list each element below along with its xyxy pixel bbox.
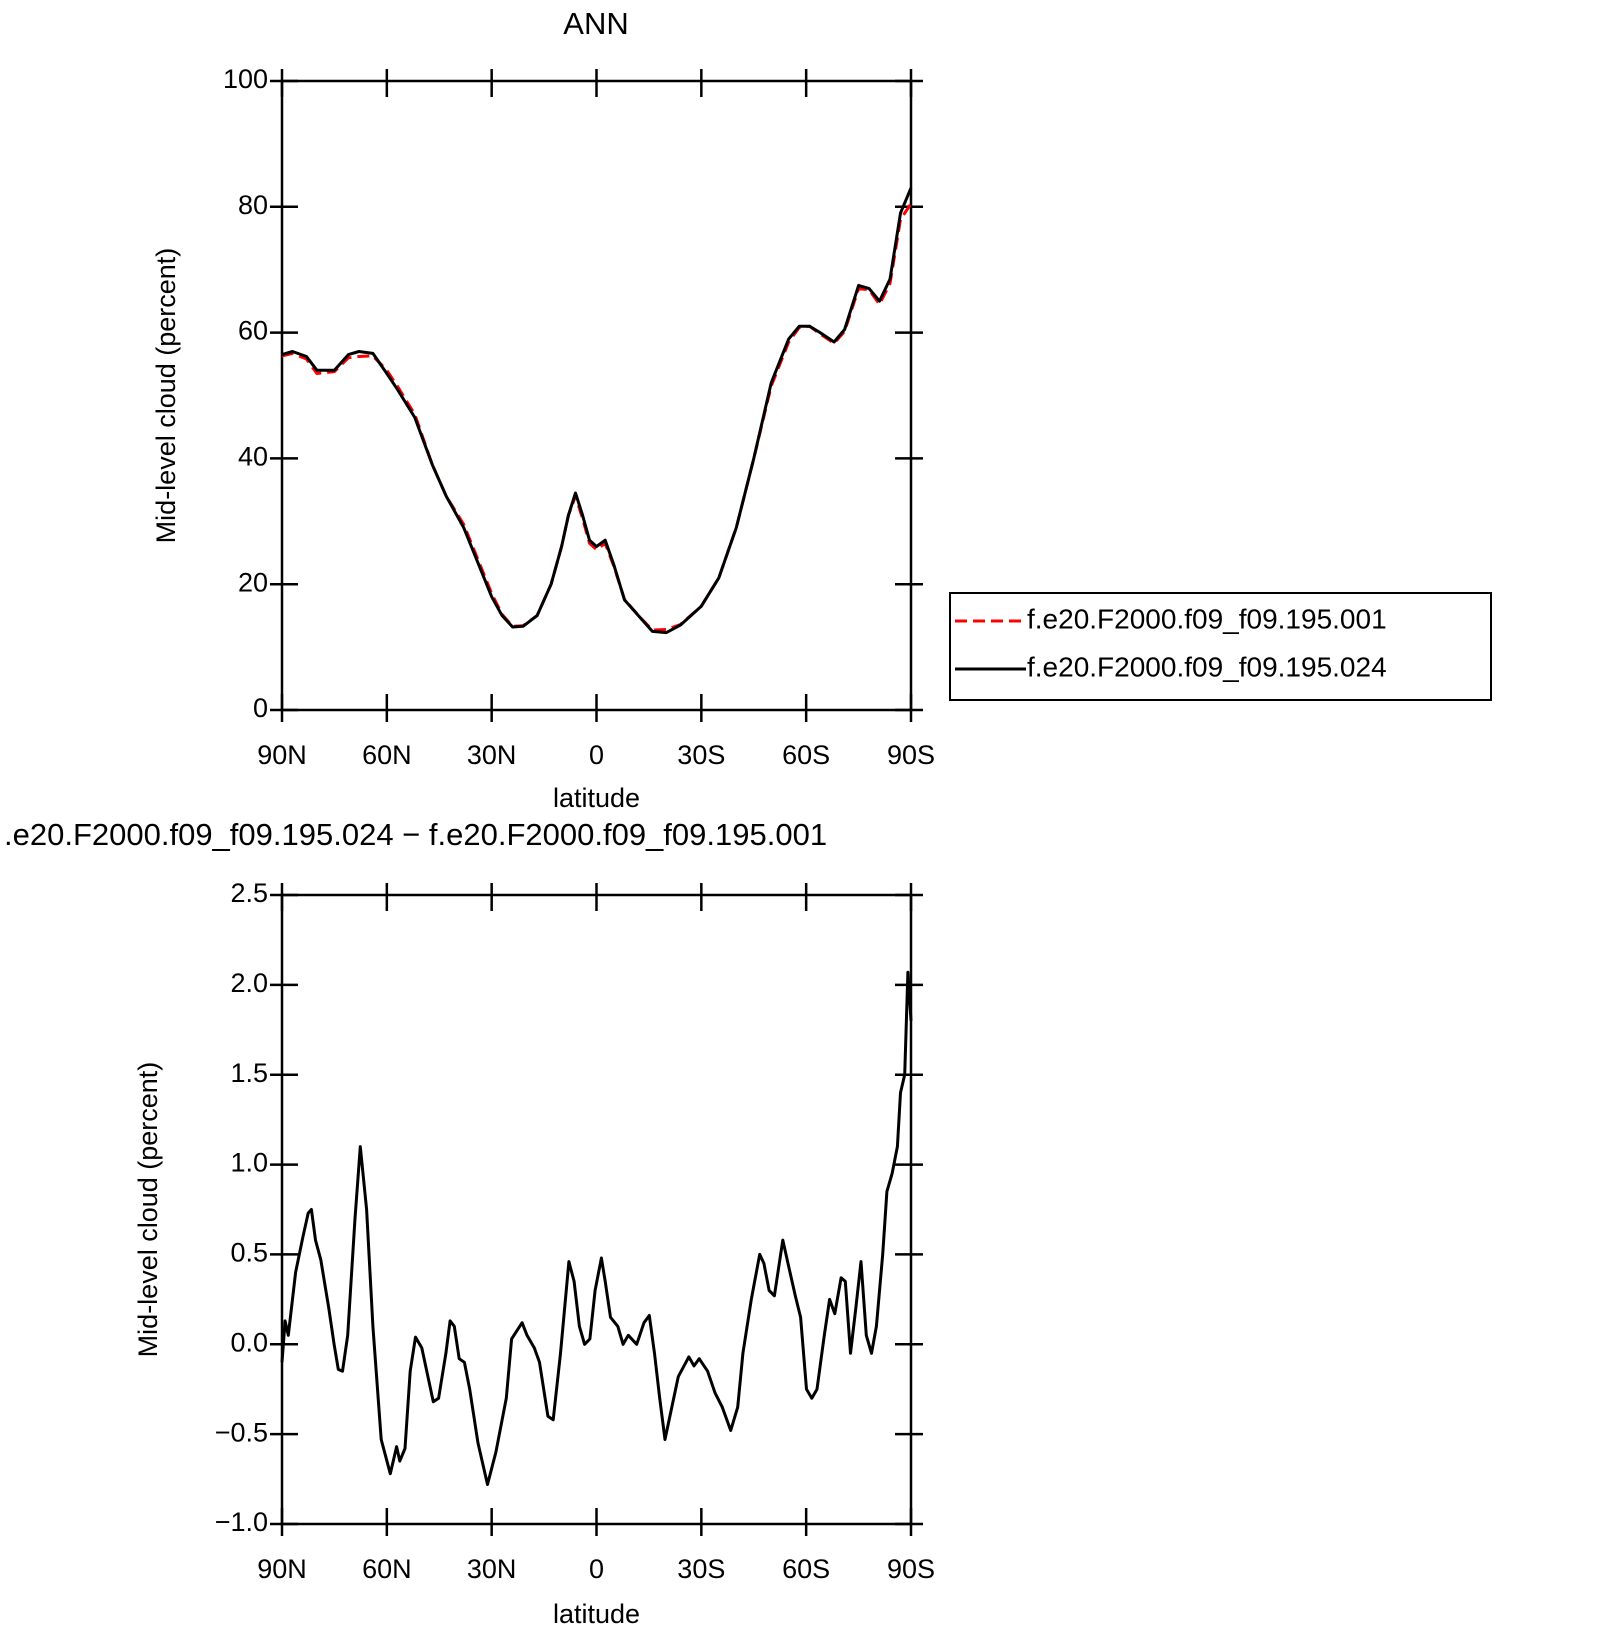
y-tick-label: 80 [238, 190, 268, 220]
y-tick-label: 100 [223, 64, 268, 94]
data-line [280, 970, 913, 1486]
data-line [281, 202, 913, 632]
y-tick-label: −1.0 [215, 1507, 268, 1537]
y-tick-label: 1.5 [230, 1058, 268, 1088]
plot-frame [280, 893, 913, 1526]
x-tick-label: 90S [887, 740, 935, 770]
x-tick-label: 90S [887, 1554, 935, 1584]
legend-label: f.e20.F2000.f09_f09.195.001 [1027, 603, 1387, 634]
y-tick-label: 0.0 [230, 1327, 268, 1357]
y-tick-label: 40 [238, 442, 268, 472]
y-tick-label: 2.0 [230, 968, 268, 998]
y-tick-label: 60 [238, 316, 268, 346]
x-tick-label: 0 [589, 740, 604, 770]
x-tick-label: 30S [677, 1554, 725, 1584]
x-tick-label: 30S [677, 740, 725, 770]
x-tick-label: 30N [467, 1554, 517, 1584]
x-tick-label: 90N [257, 740, 307, 770]
x-tick-label: 30N [467, 740, 517, 770]
x-tick-label: 60S [782, 1554, 830, 1584]
y-tick-label: 1.0 [230, 1148, 268, 1178]
y-tick-label: 0.5 [230, 1238, 268, 1268]
x-tick-label: 60N [362, 1554, 412, 1584]
x-axis-label: latitude [553, 1599, 640, 1629]
y-tick-label: 0 [253, 693, 268, 723]
chart-title: ANN [563, 6, 628, 41]
legend-label: f.e20.F2000.f09_f09.195.024 [1027, 651, 1387, 682]
x-axis-label: latitude [553, 783, 640, 813]
x-tick-label: 60S [782, 740, 830, 770]
plot-frame [280, 79, 913, 712]
y-tick-label: −0.5 [215, 1417, 268, 1447]
y-axis-label: Mid-level cloud (percent) [151, 248, 181, 544]
chart-title: .e20.F2000.f09_f09.195.024 − f.e20.F2000… [4, 817, 827, 852]
y-axis-label: Mid-level cloud (percent) [133, 1062, 163, 1358]
x-tick-label: 90N [257, 1554, 307, 1584]
y-tick-label: 20 [238, 567, 268, 597]
y-tick-label: 2.5 [230, 878, 268, 908]
x-tick-label: 0 [589, 1554, 604, 1584]
x-tick-label: 60N [362, 740, 412, 770]
data-line [281, 187, 913, 635]
legend-box [949, 592, 1492, 701]
